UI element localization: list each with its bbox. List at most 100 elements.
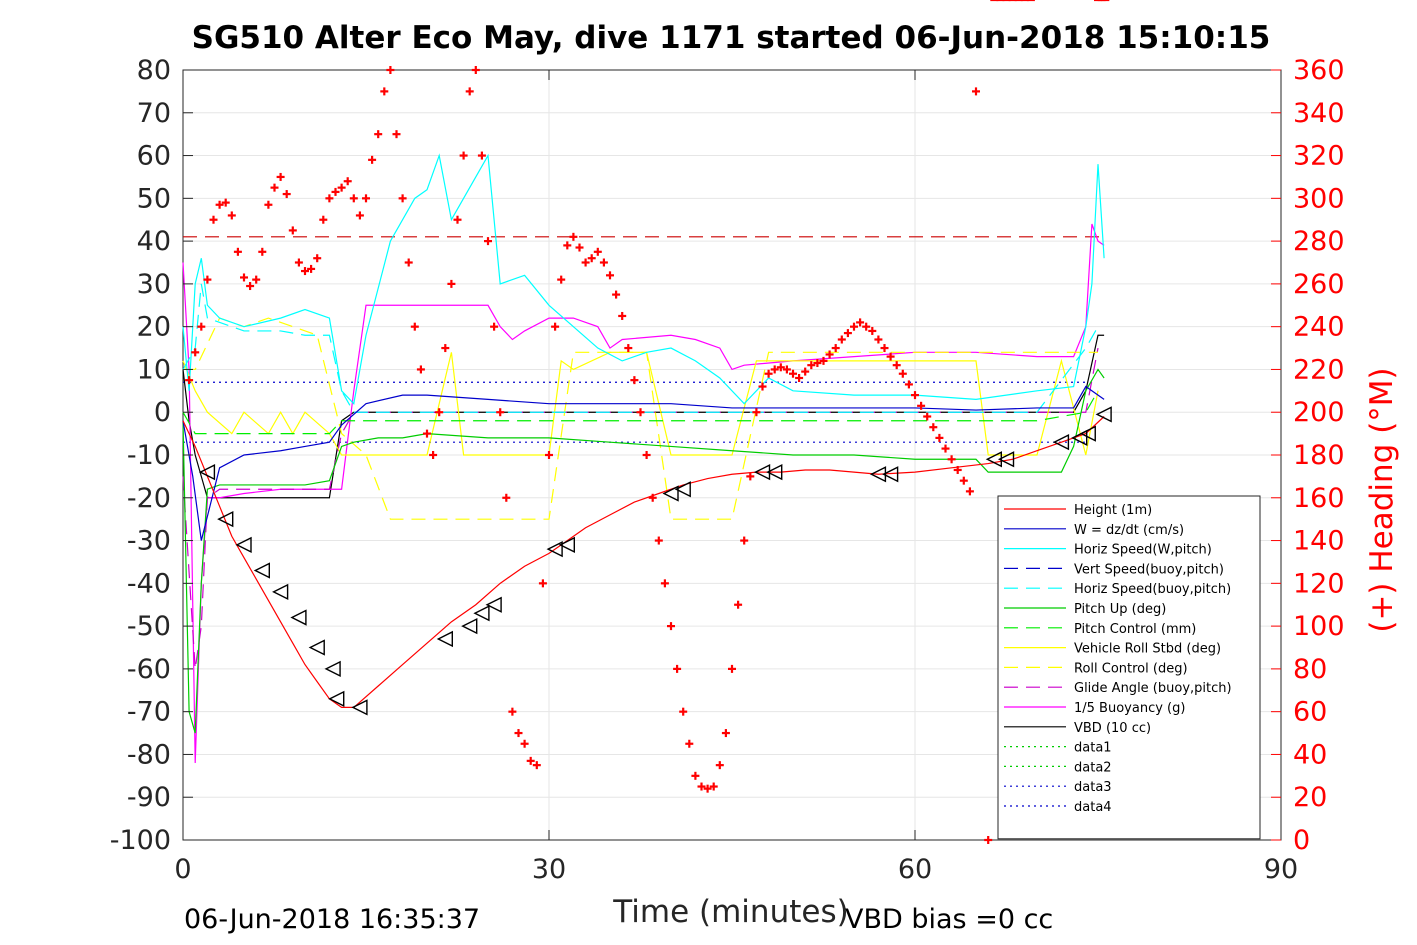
heading-point: [642, 451, 651, 459]
heading-point: [355, 211, 364, 220]
heading-point: [587, 254, 596, 263]
depth-marker: [308, 639, 325, 656]
heading-point: [898, 369, 907, 378]
heading-point: [831, 344, 840, 353]
heading-point: [911, 391, 919, 400]
legend-entry: data4: [1074, 800, 1112, 815]
depth-marker: [217, 511, 234, 528]
depth-marker: [328, 690, 345, 707]
y2-tick-label: 100: [1293, 611, 1345, 642]
y2-tick-label: 240: [1293, 312, 1345, 343]
heading-point: [972, 87, 980, 96]
depth-marker: [662, 485, 679, 502]
heading-point: [709, 782, 718, 791]
heading-point: [362, 194, 370, 203]
heading-point: [599, 258, 608, 267]
heading-point: [380, 87, 389, 96]
legend-entry: W = dz/dt (cm/s): [1074, 523, 1184, 538]
legend-entry: Horiz Speed(W,pitch): [1074, 543, 1212, 558]
heading-point: [343, 177, 352, 186]
y2-tick-label: 120: [1293, 568, 1345, 599]
y-tick-label: 50: [137, 183, 171, 214]
depth-marker: [351, 699, 368, 716]
heading-point: [221, 198, 230, 207]
heading-point: [782, 365, 791, 374]
heading-point: [490, 322, 499, 331]
heading-point: [191, 348, 200, 357]
y-tick-label: -20: [127, 483, 171, 514]
heading-point: [837, 335, 846, 344]
footer-vbd-bias: VBD bias =0 cc: [845, 904, 1053, 935]
heading-point: [703, 784, 712, 793]
heading-point: [715, 761, 724, 770]
heading-point: [801, 367, 810, 376]
heading-point: [392, 130, 401, 139]
heading-point: [721, 729, 730, 738]
heading-point: [471, 66, 480, 74]
y2-tick-label: 0: [1293, 825, 1310, 856]
heading-point: [813, 359, 822, 368]
heading-point: [551, 322, 560, 331]
y2-tick-label: 60: [1293, 697, 1327, 728]
heading-point: [965, 487, 974, 496]
heading-point: [240, 273, 248, 282]
y2-tick-label: 180: [1293, 440, 1345, 471]
y-tick-label: 40: [137, 226, 171, 257]
heading-point: [917, 401, 926, 410]
heading-point: [441, 344, 450, 353]
y2-tick-label: 220: [1293, 354, 1345, 385]
depth-marker: [1071, 429, 1088, 447]
heading-point: [227, 211, 236, 220]
heading-point: [953, 465, 962, 474]
heading-point: [459, 151, 468, 160]
heading-point: [758, 382, 767, 391]
heading-point: [764, 369, 773, 378]
heading-point: [691, 771, 700, 780]
legend-entry: Glide Angle (buoy,pitch): [1074, 681, 1232, 696]
heading-point: [337, 183, 346, 192]
heading-point: [496, 408, 505, 417]
y2-tick-label: 40: [1293, 739, 1327, 770]
heading-point: [374, 130, 383, 139]
heading-point: [624, 344, 633, 353]
series-line: [182, 368, 1105, 734]
y-tick-label: -100: [110, 825, 171, 856]
depth-marker: [235, 536, 252, 553]
heading-point: [685, 739, 694, 748]
depth-marker: [1079, 425, 1096, 442]
heading-point: [215, 200, 224, 209]
y-tick-label: 70: [137, 98, 171, 129]
heading-point: [319, 215, 328, 224]
depth-marker: [253, 562, 270, 579]
series-layer: [182, 153, 1105, 764]
heading-point: [667, 622, 675, 631]
heading-point: [819, 356, 828, 365]
depth-marker: [546, 540, 563, 558]
depth-marker: [753, 463, 771, 481]
heading-point: [276, 172, 285, 181]
heading-point: [429, 451, 438, 459]
heading-point: [526, 756, 535, 765]
legend-entry: VBD (10 cc): [1074, 721, 1151, 736]
series-line: [182, 416, 1105, 708]
legend-box: [997, 495, 1261, 840]
heading-point: [935, 433, 944, 442]
heading-point: [349, 194, 358, 203]
y-tick-label: 10: [137, 354, 171, 385]
heading-point: [508, 707, 517, 716]
heading-point: [673, 664, 682, 673]
heading-point: [630, 376, 639, 385]
heading-point: [368, 155, 377, 164]
y-tick-label: 20: [137, 312, 171, 343]
depth-marker: [1052, 434, 1070, 451]
heading-point: [752, 408, 761, 417]
heading-point: [807, 361, 816, 370]
heading-point: [569, 232, 578, 241]
heading-point: [557, 275, 566, 284]
legend-entry: 1/5 Buoyancy (g): [1074, 701, 1185, 716]
heading-point: [770, 365, 779, 374]
x-axis-label: Time (minutes): [612, 894, 848, 930]
heading-point: [776, 363, 785, 372]
depth-marker: [324, 660, 341, 678]
